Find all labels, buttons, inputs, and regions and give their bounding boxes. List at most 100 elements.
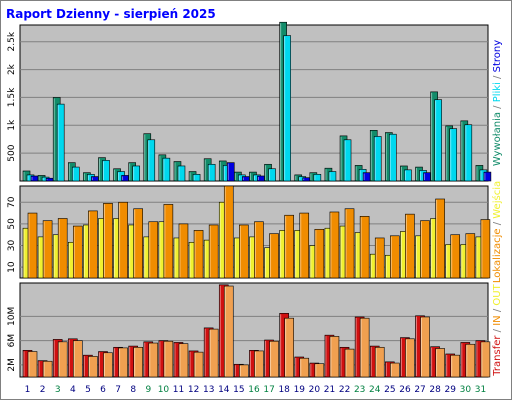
bar-visits-pliki-day-9 xyxy=(147,139,156,182)
bar-transfer-in-day-2 xyxy=(42,360,53,378)
bar-transfer-in-day-4 xyxy=(72,340,83,378)
day-label-16: 16 xyxy=(248,385,260,395)
bar-visitors-lokalizacje-day-17 xyxy=(269,233,279,279)
bar-transfer-in-day-19 xyxy=(299,357,310,378)
bar-transfer-in-day-26 xyxy=(405,338,415,378)
legends: Wywołania / Pliki / Strony Lokalizacje / … xyxy=(491,40,503,377)
bar-visitors-lokalizacje-day-3 xyxy=(57,218,68,279)
day-label-20: 20 xyxy=(309,385,321,395)
legend-entry: / xyxy=(492,102,503,112)
bar-transfer-in-day-1 xyxy=(27,351,38,378)
day-label-31: 31 xyxy=(475,385,486,395)
bar-visits-pliki-day-11 xyxy=(177,165,186,182)
day-label-26: 26 xyxy=(399,385,411,395)
day-label-15: 15 xyxy=(233,385,244,395)
day-label-24: 24 xyxy=(369,385,381,395)
bar-transfer-in-day-28 xyxy=(435,348,445,378)
bar-transfer-in-day-15 xyxy=(239,364,249,378)
bar-visits-pliki-day-4 xyxy=(71,166,80,182)
legend-entry: Pliki xyxy=(492,82,503,102)
bar-visitors-lokalizacje-day-8 xyxy=(133,208,143,279)
day-label-29: 29 xyxy=(445,385,457,395)
panel-transfer: 2M 6M 10M xyxy=(7,282,491,378)
bar-transfer-in-day-24 xyxy=(374,346,385,378)
day-label-18: 18 xyxy=(278,385,290,395)
y-tick-label: 500 xyxy=(7,144,17,161)
bar-visits-pliki-day-13 xyxy=(207,163,216,182)
bar-visitors-lokalizacje-day-29 xyxy=(450,234,461,279)
y-tick-label: 2k xyxy=(7,63,17,75)
day-label-1: 1 xyxy=(25,385,31,395)
panel-visits: 500 1k 1.5k 2k 2.5k xyxy=(7,21,492,182)
bar-transfer-in-day-29 xyxy=(450,354,461,378)
legend-entry: IN xyxy=(492,315,503,325)
day-label-10: 10 xyxy=(158,385,170,395)
day-label-7: 7 xyxy=(115,385,121,395)
bar-visitors-lokalizacje-day-12 xyxy=(193,230,204,279)
day-label-6: 6 xyxy=(100,385,106,395)
bar-visitors-lokalizacje-day-30 xyxy=(465,233,476,279)
bar-visitors-lokalizacje-day-26 xyxy=(405,213,415,279)
bar-visits-pliki-day-17 xyxy=(268,168,276,182)
bar-transfer-in-day-5 xyxy=(88,356,98,378)
bar-visitors-lokalizacje-day-20 xyxy=(314,228,325,279)
bar-visits-pliki-day-28 xyxy=(434,99,442,182)
day-label-22: 22 xyxy=(339,385,350,395)
bar-transfer-in-day-11 xyxy=(178,343,189,378)
bar-transfer-in-day-30 xyxy=(465,343,476,378)
bar-visitors-lokalizacje-day-18 xyxy=(284,214,294,279)
bar-transfer-in-day-22 xyxy=(344,348,355,378)
y-tick-label: 10M xyxy=(7,307,17,326)
bar-visitors-lokalizacje-day-15 xyxy=(239,224,249,279)
y-tick-label: 2M xyxy=(7,358,17,372)
bar-transfer-in-day-27 xyxy=(420,316,430,378)
day-label-17: 17 xyxy=(263,385,274,395)
legend-entry: Strony xyxy=(492,40,503,73)
day-label-23: 23 xyxy=(354,385,365,395)
bar-visits-pliki-day-24 xyxy=(373,136,382,182)
bar-visitors-lokalizacje-day-25 xyxy=(390,235,400,279)
bar-visitors-lokalizacje-day-1 xyxy=(27,212,38,279)
bar-transfer-in-day-8 xyxy=(133,346,143,378)
day-label-21: 21 xyxy=(324,385,335,395)
bar-visits-strony-day-31 xyxy=(483,171,492,182)
day-label-14: 14 xyxy=(218,385,230,395)
bar-visitors-lokalizacje-day-22 xyxy=(344,208,355,279)
bar-transfer-in-day-6 xyxy=(103,352,113,378)
day-label-2: 2 xyxy=(40,385,46,395)
bar-visits-pliki-day-25 xyxy=(389,133,397,182)
legend-entry: Wywołania xyxy=(492,112,503,166)
legend-entry: Transfer xyxy=(492,335,503,377)
bar-transfer-in-day-25 xyxy=(390,362,400,378)
day-label-30: 30 xyxy=(460,385,472,395)
bar-transfer-in-day-18 xyxy=(284,317,294,378)
bar-transfer-in-day-31 xyxy=(480,341,491,378)
day-label-11: 11 xyxy=(173,385,184,395)
day-label-13: 13 xyxy=(203,385,214,395)
bar-visitors-lokalizacje-day-16 xyxy=(254,221,264,279)
bar-visitors-lokalizacje-day-11 xyxy=(178,223,189,279)
bar-transfer-in-day-20 xyxy=(314,363,325,378)
day-label-8: 8 xyxy=(130,385,136,395)
legend-entry: OUT xyxy=(492,283,503,305)
legend-transfer: Transfer / IN / OUT xyxy=(492,283,503,376)
y-tick-label: 30 xyxy=(7,240,17,252)
legend-entry: / xyxy=(492,306,503,316)
legend-visitors: Lokalizacje / Wejścia xyxy=(491,181,503,283)
bar-visitors-lokalizacje-day-28 xyxy=(435,198,445,279)
bar-visitors-lokalizacje-day-7 xyxy=(118,201,128,279)
bar-visitors-lokalizacje-day-23 xyxy=(359,216,370,279)
day-label-19: 19 xyxy=(294,385,306,395)
bar-visitors-lokalizacje-day-5 xyxy=(88,210,98,279)
bar-visits-pliki-day-12 xyxy=(192,174,201,182)
day-label-28: 28 xyxy=(429,385,441,395)
y-tick-label: 70 xyxy=(7,196,17,208)
y-tick-label: 2.5k xyxy=(7,31,17,51)
y-tick-label: 1.5k xyxy=(7,87,17,107)
bar-visits-pliki-day-22 xyxy=(343,139,352,182)
bar-transfer-in-day-23 xyxy=(359,317,370,378)
chart-panels: 500 1k 1.5k 2k 2.5k 10 30 50 70 2M 6M 10M xyxy=(7,21,492,378)
bar-visits-pliki-day-3 xyxy=(56,103,65,182)
bar-transfer-in-day-3 xyxy=(57,341,68,378)
